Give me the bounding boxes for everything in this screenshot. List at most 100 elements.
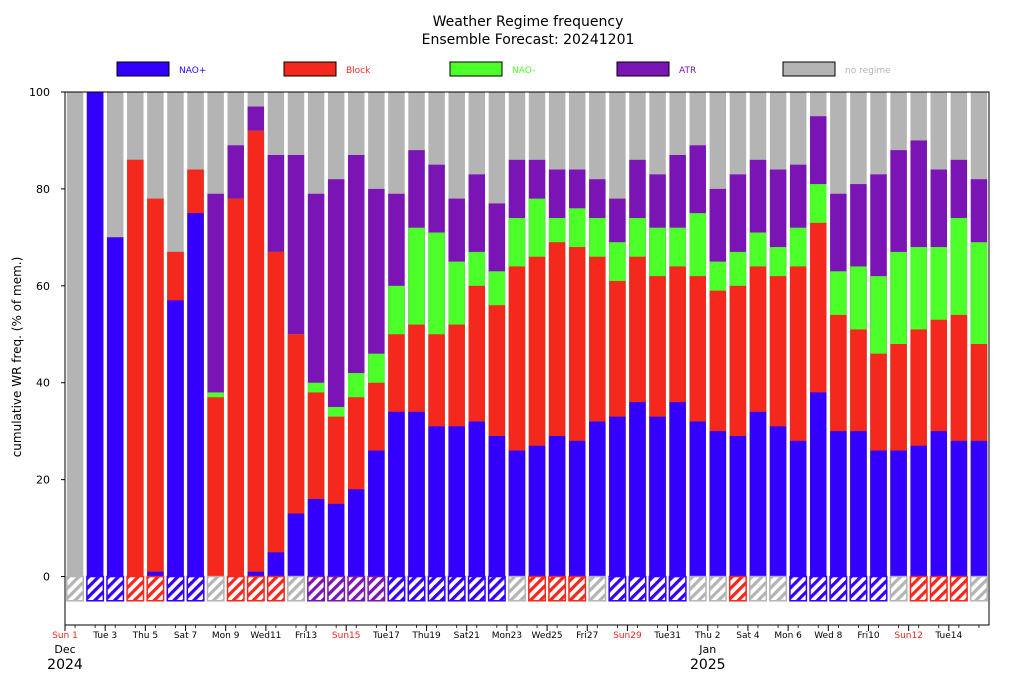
dominant-atr-2024-12-15	[347, 575, 366, 602]
dominant-nao-plus-2024-12-03	[106, 575, 125, 602]
bar-nao-plus-2025-01-05	[769, 426, 787, 577]
bar-nao-plus-2025-01-06	[789, 440, 807, 577]
bar-nao-plus-2024-12-17	[388, 411, 405, 577]
dominant-nao-plus-2024-12-07	[186, 575, 205, 602]
dominant-nao-plus-2024-12-22	[487, 575, 506, 602]
chart-subtitle: Ensemble Forecast: 20241201	[422, 32, 635, 48]
dominant-block-2025-01-13	[929, 575, 948, 602]
bar-nao-plus-2024-12-18	[408, 411, 425, 577]
dominant-none-2025-01-05	[769, 575, 788, 602]
bar-block-2024-12-10	[247, 130, 265, 577]
bar-nao-plus-2025-01-13	[930, 431, 948, 577]
bar-block-2024-12-04	[127, 159, 144, 577]
dominant-atr-2024-12-14	[327, 575, 346, 602]
x-tick-label: Wed11	[250, 631, 281, 641]
bar-nao-plus-2024-12-30	[649, 416, 666, 577]
dominant-block-2024-12-24	[528, 575, 547, 602]
dominant-block-2024-12-10	[246, 575, 265, 602]
year-label: 2025	[690, 657, 726, 673]
bar-nao-plus-2024-12-20	[448, 426, 465, 577]
dominant-none-2024-12-08	[206, 575, 225, 602]
dominant-nao-plus-2024-12-21	[467, 575, 486, 602]
dominant-nao-plus-2024-12-02	[86, 575, 105, 602]
x-tick-label: Tue14	[934, 631, 962, 641]
dominant-nao-plus-2025-01-08	[829, 575, 848, 602]
dominant-nao-plus-2025-01-10	[869, 575, 888, 602]
dominant-block-2025-01-03	[728, 575, 747, 602]
bar-none-2024-12-01	[66, 92, 84, 577]
dominant-nao-plus-2024-12-20	[447, 575, 466, 602]
x-tick-label: Sun15	[332, 631, 361, 641]
month-label: Jan	[698, 643, 716, 656]
dominant-atr-2024-12-13	[307, 575, 326, 602]
bar-nao-plus-2024-12-11	[267, 552, 285, 577]
bar-nao-plus-2024-12-15	[348, 489, 365, 577]
bar-nao-plus-2024-12-25	[548, 436, 566, 577]
month-label: Dec	[54, 643, 75, 656]
bar-nao-plus-2025-01-12	[910, 445, 927, 577]
bar-nao-plus-2025-01-15	[970, 440, 988, 577]
legend-item-nao-plus: NAO+	[116, 61, 206, 77]
bar-nao-plus-2024-12-02	[86, 92, 104, 577]
x-tick-label: Fri27	[576, 631, 598, 641]
bar-nao-plus-2025-01-02	[709, 431, 727, 577]
bar-nao-plus-2025-01-11	[890, 450, 907, 577]
plot-frame	[64, 91, 990, 626]
axes: 0 20 40 60 80 100 Sun 1 Tue 3 Thu 5 Sat 7 Mon 9 Wed…	[29, 86, 990, 673]
x-tick-label: Fri13	[295, 631, 317, 641]
bar-nao-plus-2024-12-10	[247, 571, 265, 577]
legend-swatch	[283, 61, 337, 77]
dominant-block-2025-01-12	[909, 575, 928, 602]
dominant-nao-plus-2024-12-30	[648, 575, 667, 602]
bar-nao-plus-2025-01-08	[830, 431, 847, 577]
legend-label: ATR	[679, 66, 696, 76]
dominant-nao-plus-2024-12-31	[668, 575, 687, 602]
bar-nao-plus-2025-01-04	[749, 411, 767, 577]
bar-nao-plus-2024-12-16	[368, 450, 385, 577]
bar-nao-plus-2024-12-14	[327, 503, 345, 577]
x-tick-label: Wed 8	[814, 631, 842, 641]
dominant-nao-plus-2025-01-06	[789, 575, 808, 602]
x-tick-label: Sun29	[613, 631, 642, 641]
x-tick-label: Sat 4	[736, 631, 760, 641]
dominant-none-2024-12-12	[287, 575, 305, 602]
x-tick-label: Sat21	[454, 631, 480, 641]
bar-nao-plus-2024-12-24	[528, 445, 546, 577]
legend-label: Block	[346, 66, 371, 76]
dominant-nao-plus-2024-12-28	[608, 575, 627, 602]
bar-nao-plus-2024-12-23	[508, 450, 526, 577]
y-tick-label: 0	[43, 571, 50, 584]
dominant-nao-plus-2024-12-18	[407, 575, 426, 602]
dominant-nao-plus-2025-01-07	[809, 575, 828, 602]
legend-swatch	[782, 61, 836, 77]
dominant-none-2025-01-15	[969, 575, 988, 602]
bar-nao-plus-2025-01-10	[870, 450, 887, 577]
bar-nao-plus-2024-12-19	[428, 426, 445, 577]
dominant-none-2025-01-01	[688, 575, 707, 602]
bar-nao-plus-2025-01-07	[810, 392, 827, 577]
bar-nao-plus-2024-12-26	[568, 440, 586, 577]
bar-nao-plus-2024-12-22	[488, 436, 506, 577]
y-tick-label: 20	[36, 474, 50, 487]
dominant-regime-strip	[66, 575, 988, 602]
legend-swatch	[449, 61, 503, 77]
legend-label: NAO-	[512, 66, 535, 76]
chart-title: Weather Regime frequency	[433, 14, 624, 30]
x-tick-label: Thu 5	[132, 631, 159, 641]
x-tick-label: Sun 1	[52, 631, 78, 641]
dominant-nao-plus-2024-12-29	[628, 575, 647, 602]
dominant-nao-plus-2025-01-09	[849, 575, 868, 602]
dominant-none-2024-12-23	[507, 575, 526, 602]
legend-item-atr: ATR	[616, 61, 696, 77]
y-tick-label: 40	[36, 377, 50, 390]
bar-nao-plus-2024-12-05	[147, 571, 164, 577]
x-tick-label: Sun12	[894, 631, 923, 641]
bar-nao-plus-2024-12-27	[589, 421, 606, 577]
bar-nao-plus-2024-12-13	[307, 499, 325, 577]
x-tick-label: Tue 3	[92, 631, 117, 641]
bar-nao-plus-2024-12-12	[287, 513, 305, 577]
x-tick-label: Mon 6	[774, 631, 802, 641]
y-tick-label: 60	[36, 280, 50, 293]
chart-legend: NAO+ Block NAO- ATR no regime	[116, 61, 891, 77]
bar-nao-plus-2025-01-14	[950, 440, 968, 577]
